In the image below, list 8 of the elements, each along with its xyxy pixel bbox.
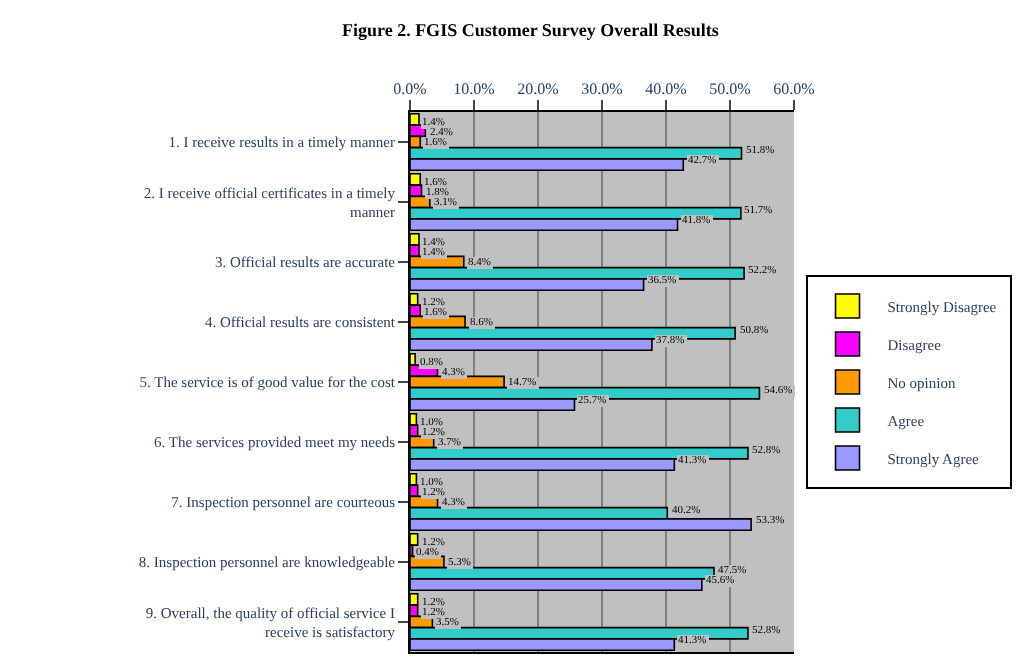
x-tick-label: 20.0% — [517, 79, 560, 98]
x-tick-label: 50.0% — [709, 79, 752, 98]
x-tick-label: 30.0% — [581, 79, 624, 98]
chart-title: Figure 2. FGIS Customer Survey Overall Results — [341, 19, 720, 40]
x-tick-label: 40.0% — [645, 79, 688, 98]
x-tick-label: 0.0% — [393, 79, 428, 98]
x-tick-label: 60.0% — [773, 79, 816, 98]
x-tick-label: 10.0% — [453, 79, 496, 98]
